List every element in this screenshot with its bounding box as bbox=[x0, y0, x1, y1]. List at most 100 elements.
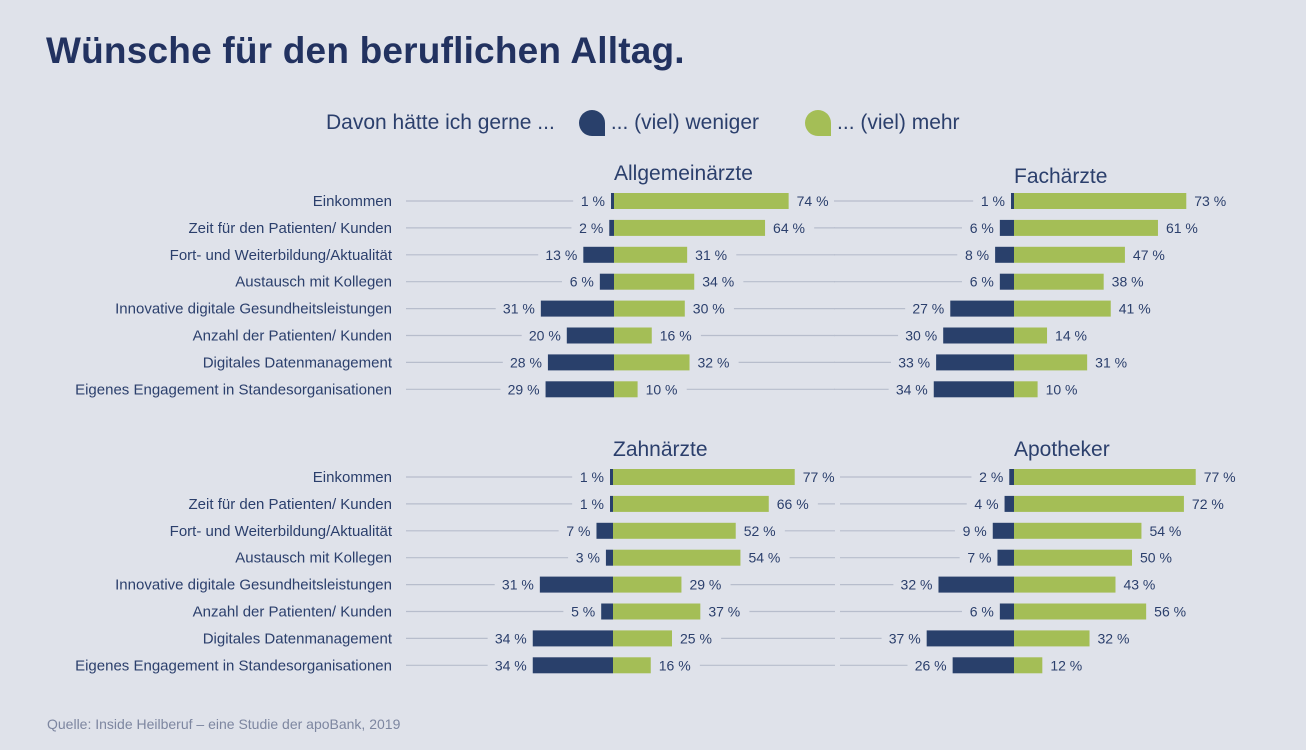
value-label-more: 72 % bbox=[1192, 496, 1224, 512]
bar-more bbox=[613, 469, 795, 485]
bar-less bbox=[610, 469, 613, 485]
category-label: Innovative digitale Gesundheitsleistunge… bbox=[115, 301, 392, 318]
bar-less bbox=[599, 273, 614, 290]
value-label-less: 30 % bbox=[905, 328, 937, 344]
bar-more bbox=[614, 327, 652, 344]
bar-less bbox=[609, 219, 614, 236]
value-label-less: 4 % bbox=[974, 496, 998, 512]
bar-less bbox=[999, 219, 1014, 236]
value-label-more: 41 % bbox=[1119, 301, 1151, 317]
legend-item-more: ... (viel) mehr bbox=[805, 110, 960, 136]
bar-more bbox=[1014, 469, 1196, 485]
bar-more bbox=[613, 603, 701, 620]
value-label-more: 32 % bbox=[698, 354, 730, 370]
value-label-less: 1 % bbox=[580, 469, 604, 485]
bar-more bbox=[1014, 381, 1038, 398]
value-label-less: 13 % bbox=[545, 247, 577, 263]
value-label-less: 1 % bbox=[581, 193, 605, 209]
category-label: Anzahl der Patienten/ Kunden bbox=[193, 328, 392, 345]
category-label: Eigenes Engagement in Standesorganisatio… bbox=[75, 657, 392, 674]
value-label-more: 77 % bbox=[1204, 469, 1236, 485]
bar-less bbox=[601, 603, 613, 620]
bar-less bbox=[610, 495, 613, 512]
bar-less bbox=[952, 657, 1014, 674]
bar-more bbox=[1014, 193, 1187, 209]
value-label-more: 10 % bbox=[1046, 381, 1078, 397]
bar-less bbox=[532, 630, 613, 647]
category-label: Austausch mit Kollegen bbox=[235, 274, 392, 291]
bar-less bbox=[999, 273, 1014, 290]
bar-more bbox=[1014, 576, 1116, 593]
value-label-less: 6 % bbox=[570, 274, 594, 290]
value-label-more: 14 % bbox=[1055, 328, 1087, 344]
bar-more bbox=[1014, 657, 1043, 674]
value-label-more: 29 % bbox=[689, 577, 721, 593]
value-label-less: 6 % bbox=[970, 274, 994, 290]
category-label: Digitales Datenmanagement bbox=[203, 630, 393, 647]
value-label-less: 6 % bbox=[970, 604, 994, 620]
bar-more bbox=[613, 549, 741, 566]
bar-less bbox=[992, 522, 1014, 539]
bar-more bbox=[1014, 246, 1125, 263]
bar-less bbox=[540, 300, 614, 317]
value-label-less: 29 % bbox=[508, 381, 540, 397]
value-label-more: 54 % bbox=[1149, 523, 1181, 539]
value-label-more: 64 % bbox=[773, 220, 805, 236]
bar-more bbox=[614, 273, 695, 290]
legend-swatch-more-icon bbox=[805, 110, 832, 136]
value-label-less: 2 % bbox=[579, 220, 603, 236]
bar-more bbox=[1014, 522, 1142, 539]
bar-more bbox=[614, 193, 789, 209]
bar-less bbox=[933, 381, 1014, 398]
value-label-more: 25 % bbox=[680, 630, 712, 646]
bar-more bbox=[1014, 630, 1090, 647]
value-label-more: 31 % bbox=[1095, 354, 1127, 370]
bar-less bbox=[936, 354, 1014, 371]
value-label-more: 16 % bbox=[660, 328, 692, 344]
value-label-more: 61 % bbox=[1166, 220, 1198, 236]
bar-less bbox=[938, 576, 1014, 593]
panel-title: Zahnärzte bbox=[613, 438, 708, 461]
legend-label-more: ... (viel) mehr bbox=[837, 111, 960, 134]
category-label: Austausch mit Kollegen bbox=[235, 550, 392, 567]
bar-more bbox=[1014, 549, 1132, 566]
category-label: Digitales Datenmanagement bbox=[203, 354, 393, 371]
bar-more bbox=[1014, 603, 1147, 620]
bar-less bbox=[611, 193, 614, 209]
page-title: Wünsche für den beruflichen Alltag. bbox=[46, 30, 685, 71]
value-label-less: 2 % bbox=[979, 469, 1003, 485]
value-label-more: 66 % bbox=[777, 496, 809, 512]
value-label-more: 77 % bbox=[803, 469, 835, 485]
value-label-less: 1 % bbox=[580, 496, 604, 512]
value-label-less: 3 % bbox=[576, 550, 600, 566]
bar-less bbox=[926, 630, 1014, 647]
bar-less bbox=[999, 603, 1014, 620]
value-label-less: 34 % bbox=[495, 630, 527, 646]
value-label-less: 7 % bbox=[566, 523, 590, 539]
bar-less bbox=[943, 327, 1014, 344]
value-label-less: 28 % bbox=[510, 354, 542, 370]
bar-less bbox=[532, 657, 613, 674]
bar-less bbox=[1004, 495, 1014, 512]
bar-less bbox=[997, 549, 1014, 566]
bar-more bbox=[613, 657, 651, 674]
bar-more bbox=[613, 495, 769, 512]
legend-swatch-less-icon bbox=[578, 110, 605, 136]
panel-title: Fachärzte bbox=[1014, 165, 1107, 188]
value-label-less: 6 % bbox=[970, 220, 994, 236]
value-label-more: 43 % bbox=[1123, 577, 1155, 593]
bar-more bbox=[1014, 273, 1104, 290]
value-label-less: 7 % bbox=[967, 550, 991, 566]
category-label: Anzahl der Patienten/ Kunden bbox=[193, 604, 392, 621]
value-label-more: 54 % bbox=[748, 550, 780, 566]
category-label: Zeit für den Patienten/ Kunden bbox=[189, 496, 392, 513]
category-label: Fort- und Weiterbildung/Aktualität bbox=[170, 523, 393, 540]
value-label-more: 50 % bbox=[1140, 550, 1172, 566]
value-label-more: 12 % bbox=[1050, 657, 1082, 673]
value-label-more: 47 % bbox=[1133, 247, 1165, 263]
value-label-more: 38 % bbox=[1112, 274, 1144, 290]
legend-lead-text: Davon hätte ich gerne ... bbox=[326, 111, 555, 134]
value-label-more: 74 % bbox=[797, 193, 829, 209]
bar-less bbox=[547, 354, 614, 371]
